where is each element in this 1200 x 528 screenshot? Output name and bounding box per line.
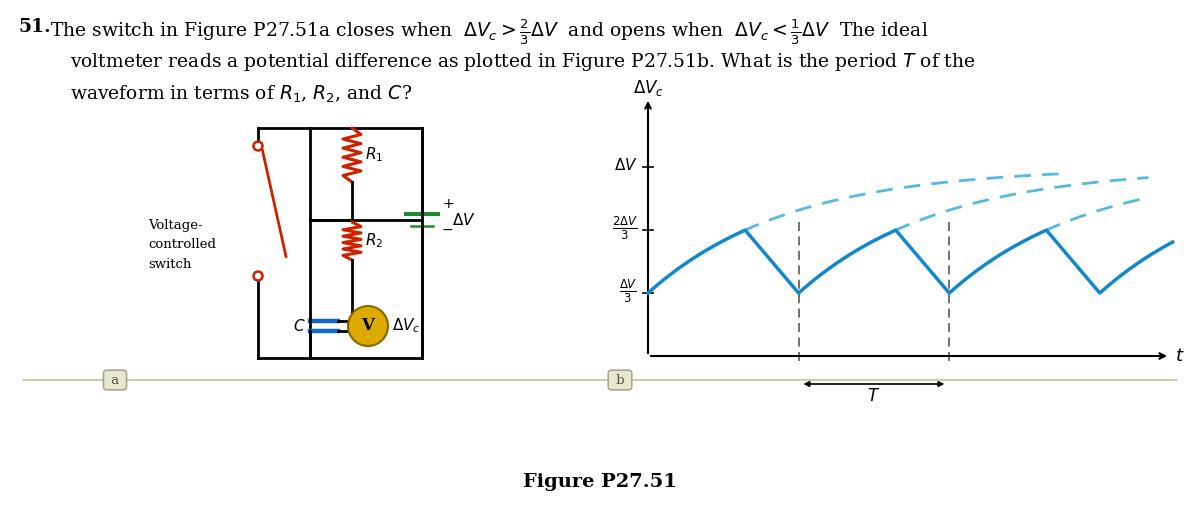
Text: 51.: 51. (18, 18, 50, 36)
Text: V: V (361, 317, 374, 335)
Text: $\Delta V_c$: $\Delta V_c$ (392, 317, 420, 335)
Text: The switch in Figure P27.51a closes when  $\Delta V_c > \frac{2}{3}\Delta V$  an: The switch in Figure P27.51a closes when… (50, 18, 929, 48)
Text: a: a (107, 373, 124, 386)
Text: −: − (442, 223, 454, 237)
Text: $C$: $C$ (294, 318, 306, 334)
Text: $\Delta V_c$: $\Delta V_c$ (632, 78, 664, 98)
Circle shape (348, 306, 388, 346)
Text: $R_1$: $R_1$ (365, 146, 383, 164)
Text: waveform in terms of $R_1$, $R_2$, and $C$?: waveform in terms of $R_1$, $R_2$, and $… (70, 84, 412, 105)
Text: $\frac{2\Delta V}{3}$: $\frac{2\Delta V}{3}$ (612, 214, 638, 242)
Text: $T$: $T$ (868, 388, 881, 405)
Text: $R_2$: $R_2$ (365, 232, 383, 250)
Text: $t$: $t$ (1175, 347, 1184, 365)
Text: voltmeter reads a potential difference as plotted in Figure P27.51b. What is the: voltmeter reads a potential difference a… (70, 51, 976, 73)
Text: b: b (612, 373, 629, 386)
Text: Voltage-
controlled
switch: Voltage- controlled switch (148, 220, 216, 270)
Text: $\Delta V$: $\Delta V$ (614, 157, 638, 173)
Text: $\Delta V$: $\Delta V$ (452, 212, 475, 228)
Text: $\frac{\Delta V}{3}$: $\frac{\Delta V}{3}$ (619, 277, 638, 305)
Text: +: + (442, 197, 454, 211)
Text: Figure P27.51: Figure P27.51 (523, 473, 677, 491)
